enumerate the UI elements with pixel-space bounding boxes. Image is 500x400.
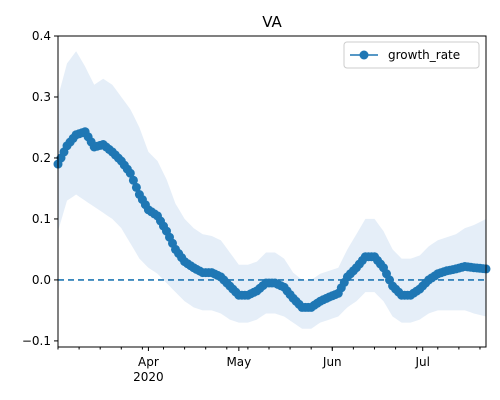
y-axis: −0.1 0.0 0.1 0.2 0.3 0.4 xyxy=(22,29,58,348)
y-tick-label: 0.4 xyxy=(32,29,51,43)
y-tick-label: 0.2 xyxy=(32,151,51,165)
y-tick-label: 0.0 xyxy=(32,273,51,287)
y-tick-label: −0.1 xyxy=(22,334,51,348)
x-tick-label: Jun xyxy=(322,355,342,369)
legend-label: growth_rate xyxy=(388,48,460,62)
y-tick-label: 0.3 xyxy=(32,90,51,104)
x-tick-label: May xyxy=(226,355,251,369)
plot-frame xyxy=(57,35,487,348)
data-point xyxy=(131,182,141,192)
legend-box xyxy=(343,41,480,69)
data-point xyxy=(128,175,138,185)
legend-marker-swatch xyxy=(359,50,369,60)
data-point xyxy=(125,168,135,178)
chart-title: VA xyxy=(262,13,282,31)
legend: growth_rate xyxy=(343,41,480,69)
y-tick-label: 0.1 xyxy=(32,212,51,226)
x-tick-label: Jul xyxy=(414,355,429,369)
growth-rate-points xyxy=(53,127,491,312)
x-tick-year-label: 2020 xyxy=(133,370,164,384)
plot-area xyxy=(53,51,491,329)
x-tick-label: Apr xyxy=(138,355,159,369)
